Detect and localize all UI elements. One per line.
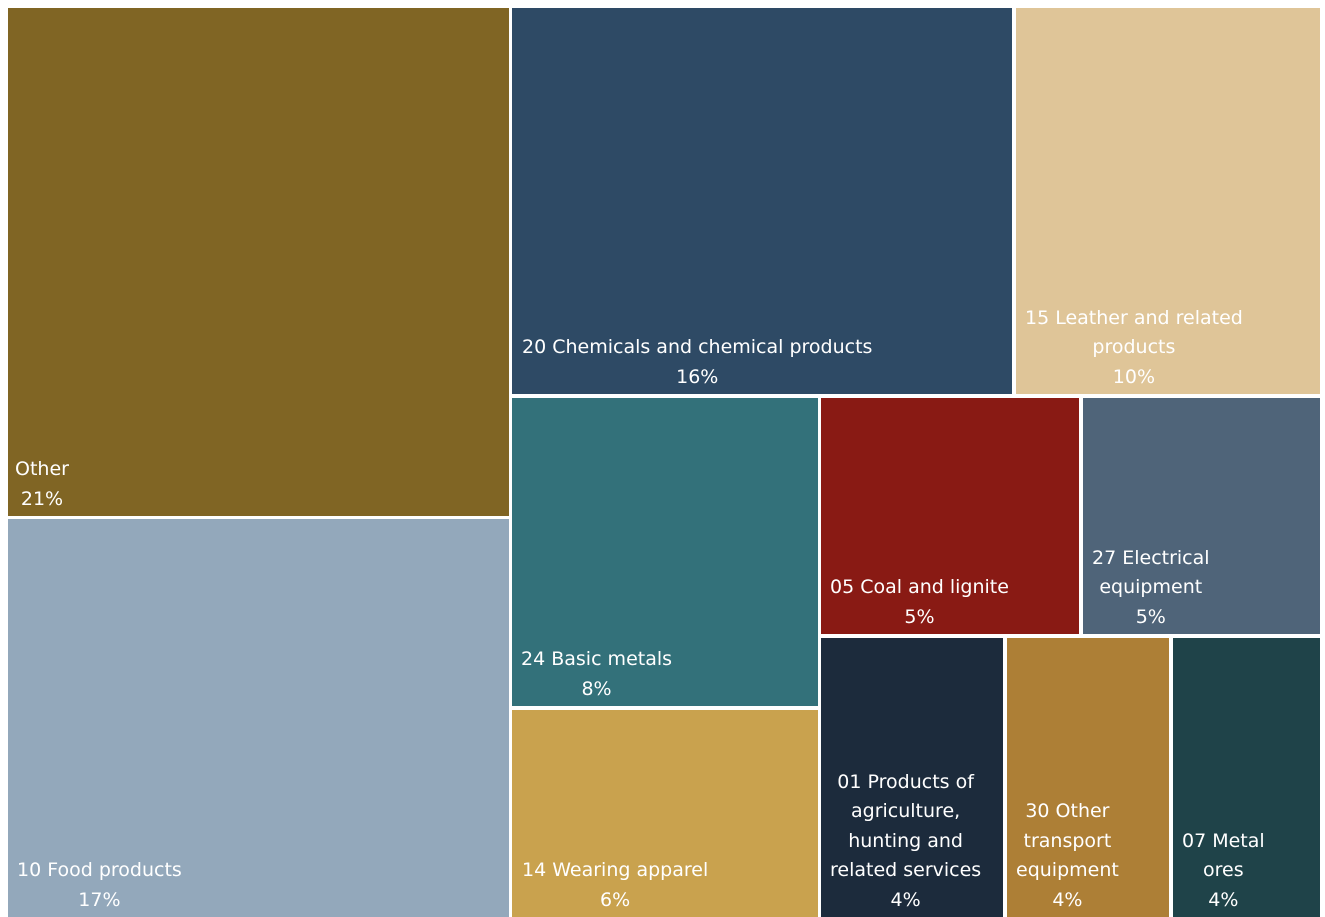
tile-label: 24 Basic metals 8% [521, 645, 672, 706]
tile-label: 30 Other transport equipment 4% [1016, 797, 1119, 917]
tile-value: 5% [904, 605, 935, 628]
tile-label-line: 15 Leather and related [1025, 306, 1243, 329]
tile-label-line: 27 Electrical [1092, 546, 1210, 569]
tile-label: 07 Metal ores 4% [1182, 827, 1265, 917]
tile-label-line: Other [15, 458, 69, 480]
tile-label-line: 20 Chemicals and chemical products [522, 336, 873, 358]
tile-label-line: 30 Other [1025, 800, 1110, 822]
tile-label-line: 10 Food products [17, 859, 182, 881]
tile-value: 16% [676, 365, 719, 388]
tile-label-line: 24 Basic metals [521, 648, 673, 670]
tile-leather: 15 Leather and related products 10% [1016, 8, 1320, 394]
tile-value: 4% [890, 888, 921, 911]
tile-value: 5% [1135, 605, 1166, 628]
tile-value: 21% [20, 487, 64, 510]
tile-label-line: 07 Metal [1182, 829, 1265, 852]
tile-apparel: 14 Wearing apparel 6% [512, 710, 818, 917]
tile-label: 20 Chemicals and chemical products 16% [522, 333, 872, 394]
tile-value: 4% [1208, 888, 1239, 911]
tile-label-line: equipment [1016, 859, 1119, 881]
tile-value: 8% [581, 677, 612, 700]
tile-label-line: 01 Products of [837, 770, 974, 793]
tile-label-line: equipment [1099, 576, 1203, 598]
tile-label-line: agriculture, [851, 800, 961, 822]
tile-label-line: 05 Coal and lignite [830, 576, 1009, 598]
tile-label: 05 Coal and lignite 5% [830, 573, 1009, 634]
tile-label: 01 Products of agriculture, hunting and rel… [830, 768, 981, 917]
tile-basic: 24 Basic metals 8% [512, 398, 818, 706]
tile-transport: 30 Other transport equipment 4% [1007, 638, 1169, 917]
tile-label-line: hunting and [848, 829, 963, 852]
tile-label: Other 21% [15, 455, 69, 516]
tile-label: 14 Wearing apparel 6% [522, 856, 708, 917]
tile-value: 4% [1052, 888, 1083, 911]
tile-label-line: related services [830, 859, 982, 881]
tile-coal: 05 Coal and lignite 5% [821, 398, 1079, 634]
tile-label-line: 14 Wearing apparel [522, 859, 709, 881]
tile-label: 10 Food products 17% [17, 856, 182, 917]
tile-value: 6% [600, 888, 631, 911]
tile-label-line: products [1092, 336, 1176, 358]
tile-label: 15 Leather and related products 10% [1025, 304, 1243, 395]
tile-label-line: transport [1023, 829, 1112, 852]
tile-food: 10 Food products 17% [8, 519, 509, 917]
tile-label: 27 Electrical equipment 5% [1092, 544, 1210, 635]
tile-agri: 01 Products of agriculture, hunting and rel… [821, 638, 1003, 917]
tile-value: 10% [1112, 365, 1156, 388]
tile-chemicals: 20 Chemicals and chemical products 16% [512, 8, 1012, 394]
tile-label-line: ores [1203, 859, 1244, 881]
tile-electrical: 27 Electrical equipment 5% [1083, 398, 1320, 634]
tile-value: 17% [78, 888, 121, 911]
tile-metalores: 07 Metal ores 4% [1173, 638, 1320, 917]
tile-other: Other 21% [8, 8, 509, 516]
